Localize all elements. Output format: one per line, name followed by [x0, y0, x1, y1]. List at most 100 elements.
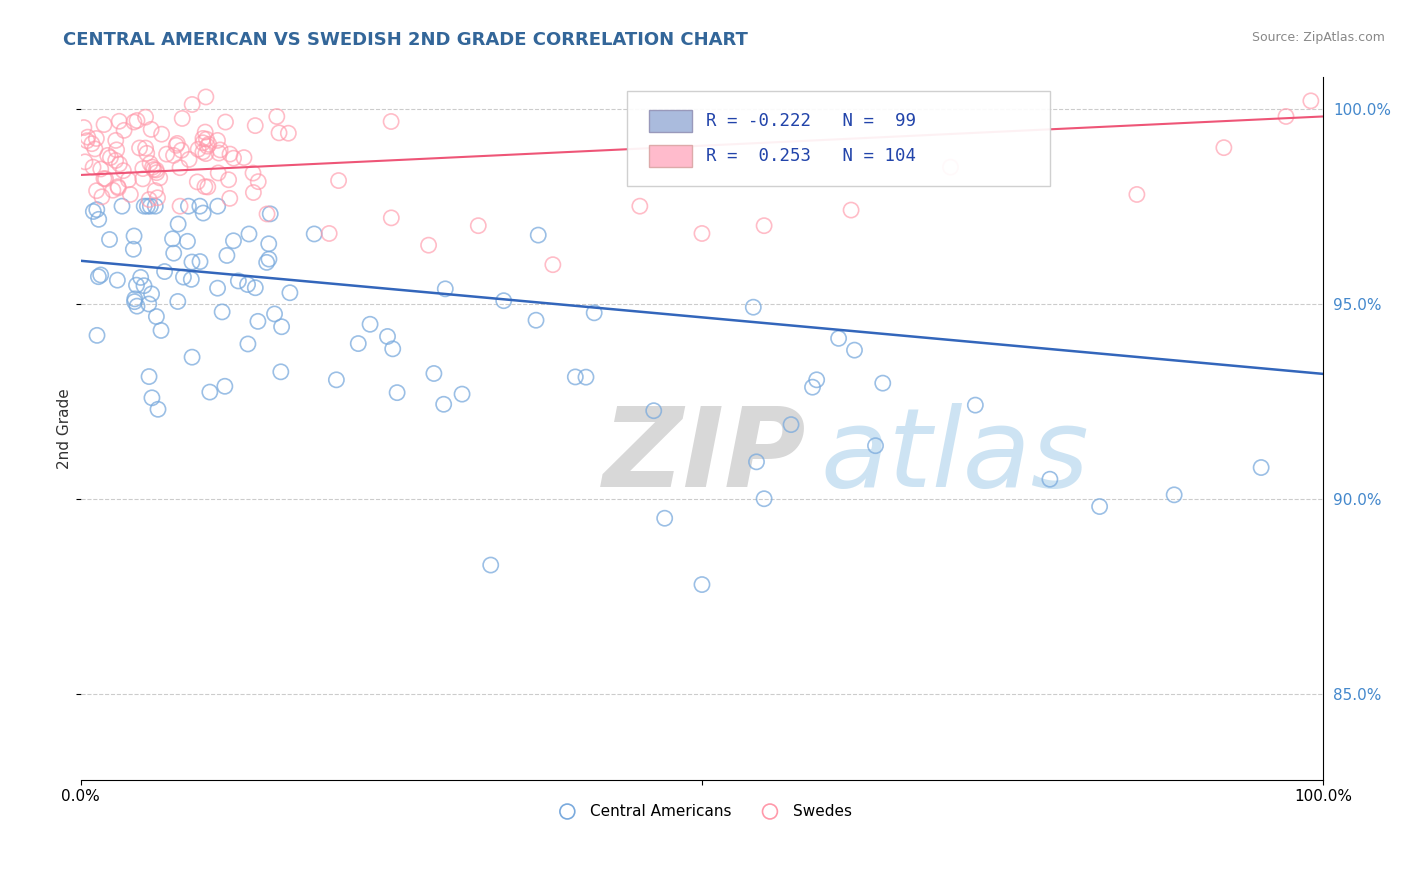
Point — [827, 331, 849, 345]
Point — [80, 136, 103, 151]
Point — [218, 173, 240, 187]
Text: Source: ZipAtlas.com: Source: ZipAtlas.com — [1251, 31, 1385, 45]
Point — [839, 203, 862, 218]
Point — [145, 166, 167, 180]
Point — [101, 183, 124, 197]
Point — [172, 270, 194, 285]
Point — [149, 170, 172, 185]
Point — [328, 173, 350, 187]
Point — [176, 235, 198, 249]
Point — [214, 379, 236, 393]
Point — [132, 161, 155, 176]
Point — [194, 179, 217, 194]
Point — [177, 199, 200, 213]
Point — [86, 131, 108, 145]
Point — [263, 307, 285, 321]
Point — [150, 127, 173, 141]
Point — [145, 310, 167, 324]
Point — [433, 397, 456, 411]
Point — [325, 373, 347, 387]
Point — [752, 491, 775, 506]
Point — [207, 166, 229, 180]
Point — [257, 236, 280, 251]
Point — [844, 343, 866, 358]
Point — [643, 403, 665, 417]
Point — [198, 385, 221, 400]
Point — [191, 145, 214, 159]
Point — [170, 143, 193, 157]
Point — [247, 175, 270, 189]
Point — [87, 212, 110, 227]
Point — [872, 376, 894, 391]
Point — [207, 133, 229, 147]
Point — [141, 161, 163, 175]
Point — [198, 137, 221, 152]
Point — [745, 455, 768, 469]
Point — [195, 139, 218, 153]
Point — [167, 217, 190, 231]
Point — [181, 350, 204, 364]
Point — [385, 385, 408, 400]
Point — [169, 161, 191, 175]
Point — [162, 232, 184, 246]
Point — [527, 228, 550, 243]
Point — [742, 300, 765, 314]
Point — [195, 132, 218, 146]
Point — [752, 219, 775, 233]
Point — [347, 336, 370, 351]
Point — [146, 402, 169, 417]
Point — [242, 166, 264, 180]
Point — [806, 373, 828, 387]
Point — [86, 328, 108, 343]
Point — [1212, 141, 1234, 155]
Point — [125, 113, 148, 128]
Point — [187, 142, 209, 156]
Bar — [648, 110, 692, 132]
Point — [467, 219, 489, 233]
Point — [270, 319, 292, 334]
Point — [111, 199, 134, 213]
Point — [318, 227, 340, 241]
Text: atlas: atlas — [820, 403, 1088, 510]
Point — [139, 199, 162, 213]
Point — [211, 305, 233, 319]
Point — [277, 126, 299, 140]
Point — [93, 171, 115, 186]
Point — [434, 282, 457, 296]
Point — [82, 160, 104, 174]
Point — [1163, 488, 1185, 502]
Point — [191, 131, 214, 145]
Point — [169, 199, 191, 213]
Text: ZIP: ZIP — [603, 403, 806, 510]
Point — [150, 323, 173, 337]
Point — [125, 278, 148, 293]
Point — [108, 114, 131, 128]
Point — [86, 184, 108, 198]
Point — [108, 157, 131, 171]
Point — [84, 142, 107, 156]
Point — [865, 439, 887, 453]
Point — [191, 136, 214, 150]
Point — [138, 297, 160, 311]
Point — [541, 258, 564, 272]
Point — [86, 202, 108, 217]
Point — [177, 153, 200, 167]
Point — [256, 207, 278, 221]
Point — [143, 199, 166, 213]
Point — [207, 199, 229, 213]
Text: R = -0.222   N =  99: R = -0.222 N = 99 — [706, 112, 915, 130]
Point — [97, 148, 120, 162]
Point — [162, 148, 184, 162]
Point — [122, 242, 145, 256]
Point — [156, 147, 179, 161]
Point — [132, 278, 155, 293]
Point — [139, 156, 162, 170]
Point — [105, 143, 128, 157]
Point — [98, 233, 121, 247]
Point — [238, 227, 260, 241]
Point — [136, 199, 159, 213]
Point — [142, 162, 165, 177]
Point — [381, 342, 404, 356]
Point — [188, 199, 211, 213]
FancyBboxPatch shape — [627, 92, 1050, 186]
